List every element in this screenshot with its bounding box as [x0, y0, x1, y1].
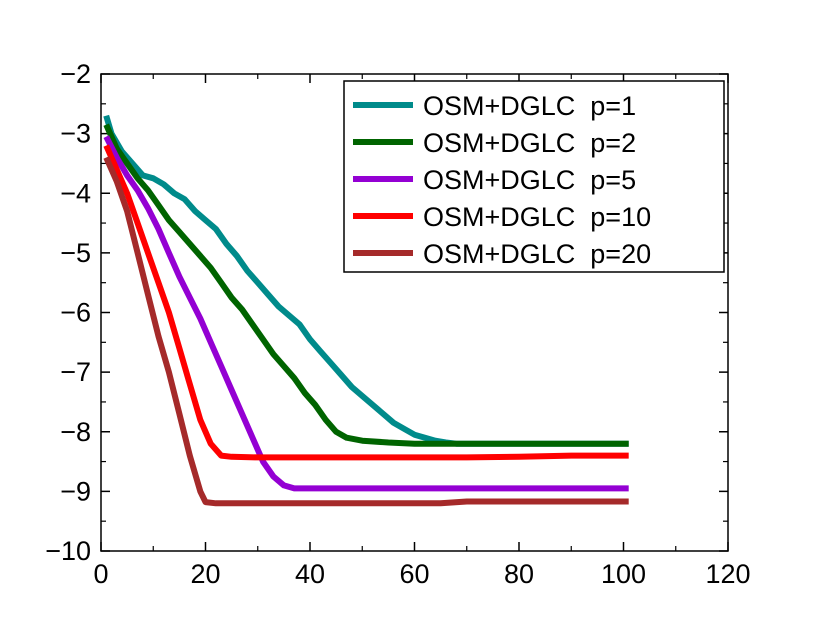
axis-tick-labels: 0 20 40 60 80 100 120 −10 −9 −8 −7 −6 −5 −4 −3 −2	[45, 59, 750, 589]
series-line-4	[103, 144, 629, 461]
y-tick-label: −4	[60, 178, 91, 208]
y-tick-label: −5	[60, 238, 91, 268]
y-tick-label: −9	[60, 476, 91, 506]
y-tick-label: −8	[60, 417, 91, 447]
series-line-2	[103, 123, 629, 447]
y-tick-label: −3	[60, 119, 91, 149]
y-tick-label: −7	[60, 357, 91, 387]
x-tick-label: 80	[504, 559, 534, 589]
x-tick-label: 60	[399, 559, 429, 589]
x-tick-label: 120	[705, 559, 750, 589]
legend: OSM+DGLC p=1 OSM+DGLC p=2 OSM+DGLC p=5 OSM+…	[343, 80, 725, 273]
x-tick-label: 20	[190, 559, 220, 589]
series-line-3	[103, 135, 629, 492]
legend-label-1: OSM+DGLC p=1	[423, 91, 636, 121]
series-lines	[103, 114, 629, 507]
legend-label-3: OSM+DGLC p=5	[423, 165, 636, 195]
legend-label-2: OSM+DGLC p=2	[423, 128, 636, 158]
series-line-5	[103, 156, 629, 507]
y-tick-label: −2	[60, 59, 91, 89]
x-tick-label: 40	[295, 559, 325, 589]
x-tick-label: 0	[93, 559, 108, 589]
y-tick-label: −6	[60, 298, 91, 328]
axis-ticks	[100, 73, 729, 552]
y-tick-label: −10	[45, 536, 91, 566]
x-tick-label: 100	[601, 559, 646, 589]
legend-label-5: OSM+DGLC p=20	[423, 239, 651, 269]
legend-label-4: OSM+DGLC p=10	[423, 202, 651, 232]
